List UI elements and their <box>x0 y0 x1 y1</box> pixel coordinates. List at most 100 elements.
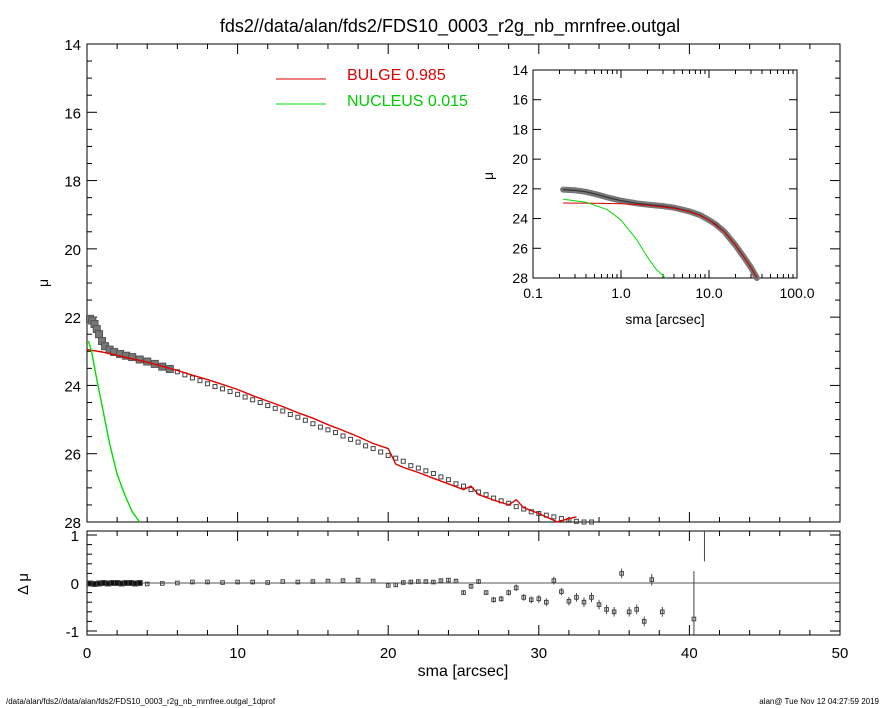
inset-ytick-label: 18 <box>512 121 528 137</box>
res-point <box>408 579 414 585</box>
res-point <box>641 619 647 624</box>
inset-ytick-label: 22 <box>512 181 528 197</box>
data-point <box>265 403 271 409</box>
data-point <box>445 477 451 483</box>
data-point <box>453 481 459 487</box>
data-point <box>468 487 474 493</box>
res-point <box>566 598 572 604</box>
data-point <box>257 400 263 405</box>
res-point <box>453 578 459 584</box>
main-ytick-label: 14 <box>64 37 81 54</box>
residual-xlabel: sma [arcsec] <box>418 663 509 680</box>
res-point <box>265 580 271 585</box>
res-ytick-label: 1 <box>71 528 79 545</box>
main-axis-ticks: 14 16 18 20 22 24 26 28 <box>64 37 841 532</box>
inset-xtick-label: 1.0 <box>611 285 631 301</box>
data-point <box>415 465 421 471</box>
main-series-layer <box>86 314 595 525</box>
res-point <box>619 571 624 576</box>
inset-ytick-label: 20 <box>512 151 528 167</box>
data-point <box>295 414 301 420</box>
res-point <box>574 595 579 600</box>
legend-bulge-label: BULGE 0.985 <box>347 67 446 84</box>
main-ytick-label: 28 <box>64 515 81 532</box>
data-point <box>483 492 489 498</box>
res-point <box>136 580 143 586</box>
data-point <box>235 391 241 397</box>
data-point <box>393 455 399 461</box>
data-point <box>370 446 376 452</box>
res-xtick-label: 10 <box>229 645 246 662</box>
data-point <box>197 378 203 384</box>
res-point <box>498 596 504 602</box>
data-point <box>340 433 346 439</box>
res-point <box>175 580 180 586</box>
inset-ytick-label: 16 <box>512 92 528 108</box>
res-point <box>370 578 376 584</box>
res-point <box>634 607 639 612</box>
res-point <box>190 579 195 585</box>
series-line-nucleus <box>87 340 141 523</box>
res-xtick-label: 20 <box>380 645 397 662</box>
res-point <box>235 579 240 585</box>
res-point <box>596 602 602 607</box>
legend: BULGE 0.985 NUCLEUS 0.015 <box>276 67 468 110</box>
res-point <box>295 579 301 585</box>
data-point <box>363 443 369 449</box>
inset-axis-ticks: 14 16 18 20 22 24 26 280.1 1.0 10.0 100.0 <box>512 62 814 301</box>
res-point <box>310 579 316 584</box>
data-point <box>302 417 308 423</box>
residual-series-layer <box>87 531 705 635</box>
res-point <box>691 616 697 622</box>
main-ytick-label: 16 <box>64 105 81 122</box>
res-point <box>551 578 557 583</box>
main-ytick-label: 20 <box>64 242 81 259</box>
res-point <box>438 578 444 583</box>
res-point <box>559 589 564 594</box>
res-point <box>431 579 436 585</box>
res-point <box>544 599 549 605</box>
data-point <box>438 474 444 480</box>
data-point <box>408 463 414 469</box>
res-point <box>385 583 391 588</box>
series-line-bulge <box>86 348 577 523</box>
res-point <box>476 579 481 584</box>
res-point <box>483 590 489 595</box>
res-point <box>340 578 346 583</box>
res-xtick-label: 50 <box>832 645 849 662</box>
res-point <box>659 609 665 615</box>
inset-ylabel: μ <box>480 172 496 180</box>
inset-xtick-label: 100.0 <box>779 285 814 301</box>
res-point <box>355 577 361 583</box>
res-point <box>144 581 150 587</box>
data-point <box>513 504 519 510</box>
inset-xlabel: sma [arcsec] <box>625 311 704 327</box>
res-xtick-label: 40 <box>681 645 698 662</box>
inset-xtick-label: 10.0 <box>695 285 722 301</box>
residual-ylabel: Δ μ <box>15 573 32 595</box>
res-point <box>491 597 496 603</box>
legend-nucleus-label: NUCLEUS 0.015 <box>347 93 468 110</box>
data-point <box>378 449 384 455</box>
inset-line-nucleus <box>563 198 666 279</box>
res-point <box>280 579 286 584</box>
data-point <box>272 405 278 411</box>
data-point <box>423 468 429 474</box>
main-ytick-label: 22 <box>64 310 81 327</box>
footer-timestamp: alan@ Tue Nov 12 04:27:59 2019 <box>759 697 879 706</box>
res-point <box>604 607 609 612</box>
res-xtick-label: 0 <box>83 645 91 662</box>
res-point <box>205 579 210 585</box>
res-point <box>423 579 429 584</box>
res-point <box>513 585 519 591</box>
data-point <box>128 353 137 362</box>
data-point <box>220 386 226 392</box>
data-point <box>461 483 466 489</box>
res-point <box>220 580 225 585</box>
res-point <box>250 579 255 585</box>
data-point <box>355 439 361 445</box>
res-point <box>446 577 451 583</box>
res-point <box>528 597 534 603</box>
data-point <box>95 330 104 339</box>
